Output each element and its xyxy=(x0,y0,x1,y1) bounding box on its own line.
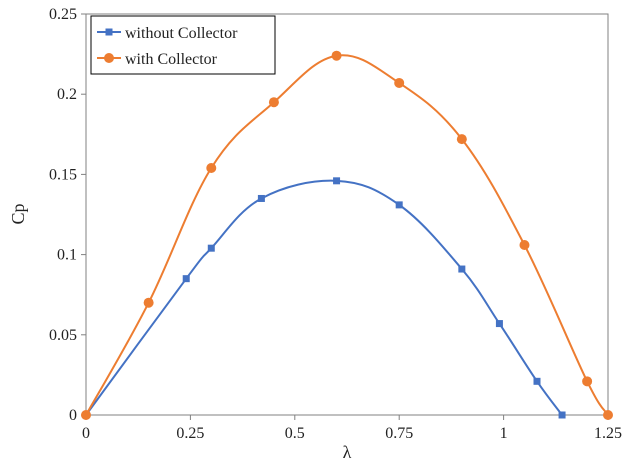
data-point-without-collector xyxy=(533,377,541,385)
legend-marker-with-collector xyxy=(104,53,114,63)
data-point-with-collector xyxy=(143,297,154,308)
data-point-with-collector xyxy=(394,77,405,88)
series-line-with-collector xyxy=(85,54,609,416)
series-with-collector xyxy=(81,50,613,420)
legend-marker-without-collector xyxy=(105,28,113,36)
plot-area xyxy=(85,13,609,416)
data-point-without-collector xyxy=(558,411,566,419)
data-point-without-collector xyxy=(333,177,341,185)
data-point-without-collector xyxy=(458,265,466,273)
y-tick-label: 0.05 xyxy=(49,327,77,344)
data-point-without-collector xyxy=(182,275,190,283)
data-point-without-collector xyxy=(207,244,215,252)
data-point-with-collector xyxy=(268,97,279,108)
y-tick-label: 0 xyxy=(69,407,77,424)
data-point-without-collector xyxy=(495,320,503,328)
x-axis-ticks: 0 0.25 0.5 0.75 1 1.25 xyxy=(82,415,622,442)
data-point-with-collector xyxy=(603,410,613,420)
x-axis-label: λ xyxy=(343,442,352,462)
data-point-with-collector xyxy=(206,162,217,173)
data-point-with-collector xyxy=(519,239,530,250)
y-tick-label: 0.25 xyxy=(49,6,77,23)
x-tick-label: 0.25 xyxy=(176,425,204,442)
x-tick-label: 0.75 xyxy=(385,425,413,442)
data-point-with-collector xyxy=(81,410,91,420)
x-tick-label: 0.5 xyxy=(285,425,305,442)
y-tick-label: 0.2 xyxy=(57,86,77,103)
data-point-without-collector xyxy=(257,194,265,202)
x-tick-label: 0 xyxy=(82,425,90,442)
legend-label-with-collector: with Collector xyxy=(125,51,218,68)
y-axis-ticks: 0 0.05 0.1 0.15 0.2 0.25 xyxy=(49,6,86,424)
legend: without Collector with Collector xyxy=(90,15,276,75)
data-point-with-collector xyxy=(456,134,467,145)
data-point-without-collector xyxy=(395,201,403,209)
legend-label-without-collector: without Collector xyxy=(125,25,238,42)
legend-box xyxy=(90,15,276,75)
series-layer xyxy=(81,50,613,420)
y-axis-label: Cp xyxy=(8,203,28,224)
x-tick-label: 1 xyxy=(500,425,508,442)
y-tick-label: 0.15 xyxy=(49,166,77,183)
x-tick-label: 1.25 xyxy=(594,425,622,442)
data-point-with-collector xyxy=(582,376,593,387)
y-tick-label: 0.1 xyxy=(57,247,77,264)
data-point-with-collector xyxy=(331,50,342,61)
